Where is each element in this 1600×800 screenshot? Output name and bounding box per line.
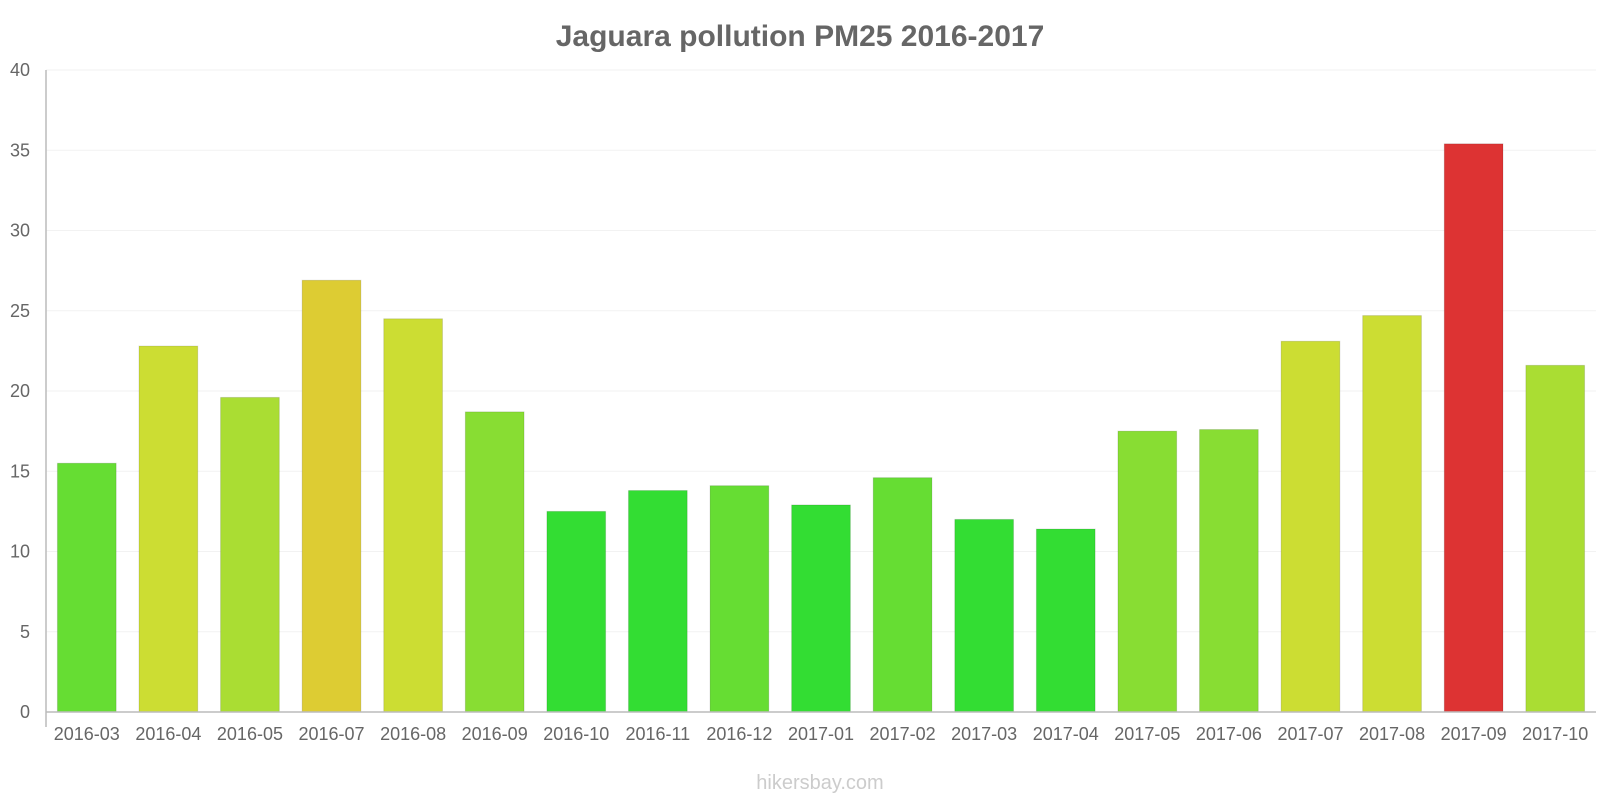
y-tick-label: 35 bbox=[10, 140, 30, 160]
bar-2016-08 bbox=[383, 318, 443, 713]
x-tick-label: 2016-11 bbox=[625, 724, 690, 744]
x-axis-ticks: 2016-03 2016-04 2016-05 2016-07 2016-08 2016-… bbox=[54, 724, 1588, 744]
bar-2016-03 bbox=[56, 462, 117, 713]
y-tick-label: 15 bbox=[10, 461, 30, 481]
bar-2017-03 bbox=[954, 518, 1015, 713]
bar-2017-05 bbox=[1117, 430, 1178, 713]
x-tick-label: 2017-01 bbox=[788, 724, 854, 744]
x-tick-label: 2016-09 bbox=[462, 724, 528, 744]
bar-2017-06 bbox=[1199, 429, 1259, 713]
x-tick-label: 2016-10 bbox=[543, 724, 609, 744]
x-tick-label: 2017-09 bbox=[1441, 724, 1507, 744]
x-tick-label: 2016-07 bbox=[298, 724, 364, 744]
y-axis-ticks: 0 5 10 15 20 25 30 35 40 bbox=[10, 60, 30, 722]
x-tick-label: 2017-07 bbox=[1277, 724, 1343, 744]
y-tick-label: 0 bbox=[20, 702, 30, 722]
x-tick-label: 2017-03 bbox=[951, 724, 1017, 744]
x-tick-label: 2017-06 bbox=[1196, 724, 1262, 744]
bar-2017-10 bbox=[1525, 364, 1586, 713]
bar-2016-09 bbox=[464, 411, 525, 713]
x-tick-label: 2016-08 bbox=[380, 724, 446, 744]
bar-2016-07 bbox=[301, 279, 362, 713]
x-tick-label: 2017-04 bbox=[1033, 724, 1099, 744]
x-tick-label: 2016-03 bbox=[54, 724, 120, 744]
y-tick-label: 10 bbox=[10, 542, 30, 562]
bar-2017-09 bbox=[1443, 143, 1504, 713]
x-tick-label: 2016-04 bbox=[135, 724, 201, 744]
x-tick-label: 2016-05 bbox=[217, 724, 283, 744]
x-tick-label: 2016-12 bbox=[706, 724, 772, 744]
bar-2017-04 bbox=[1035, 528, 1096, 713]
y-tick-label: 5 bbox=[20, 622, 30, 642]
bar-2017-08 bbox=[1362, 315, 1422, 713]
y-tick-label: 20 bbox=[10, 381, 30, 401]
bar-2016-11 bbox=[627, 490, 688, 713]
bar-2017-07 bbox=[1280, 340, 1341, 713]
bars bbox=[56, 143, 1586, 713]
x-tick-label: 2017-05 bbox=[1114, 724, 1180, 744]
x-tick-label: 2017-08 bbox=[1359, 724, 1425, 744]
y-tick-label: 40 bbox=[10, 60, 30, 80]
bar-2016-05 bbox=[220, 396, 280, 713]
x-tick-label: 2017-10 bbox=[1522, 724, 1588, 744]
bar-2017-02 bbox=[872, 477, 933, 713]
x-tick-label: 2017-02 bbox=[870, 724, 936, 744]
bar-2016-12 bbox=[709, 485, 770, 713]
y-tick-label: 25 bbox=[10, 301, 30, 321]
bar-2017-01 bbox=[791, 504, 851, 713]
y-tick-label: 30 bbox=[10, 221, 30, 241]
chart-title: Jaguara pollution PM25 2016-2017 bbox=[556, 20, 1045, 53]
bar-2016-10 bbox=[546, 510, 607, 713]
bar-2016-04 bbox=[138, 345, 199, 713]
watermark-text: hikersbay.com bbox=[756, 772, 883, 794]
